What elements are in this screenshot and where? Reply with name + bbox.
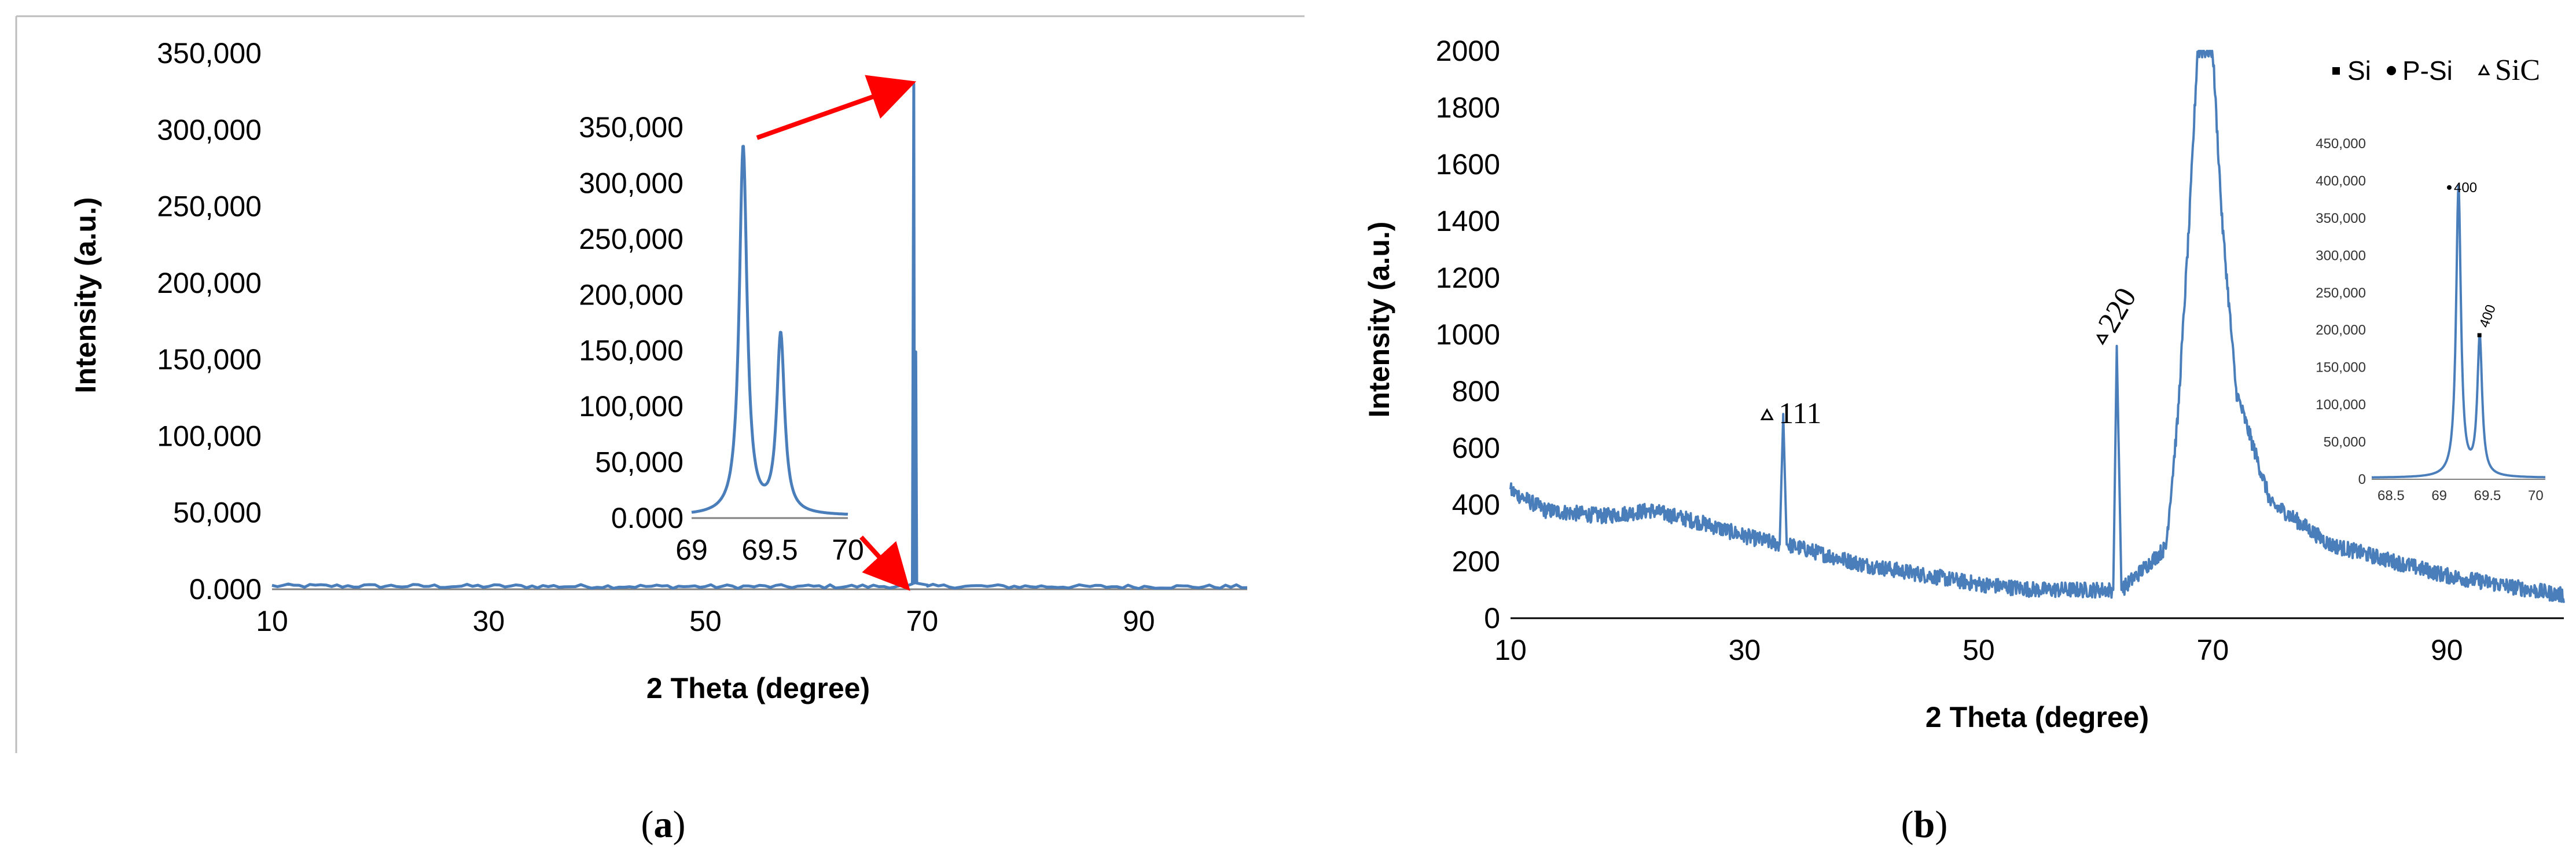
panel-a-frame <box>15 15 1304 753</box>
panel-a-inset-y-tick-label: 250,000 <box>579 223 683 255</box>
panel-a-x-tick-label: 90 <box>1123 605 1155 637</box>
panel-b-inset-y-tick-label: 400,000 <box>2316 173 2366 189</box>
panel-b-inset-x-tick-label: 69 <box>2431 488 2447 504</box>
panel-b-inset-y-tick-label: 250,000 <box>2316 285 2366 301</box>
legend-square-marker <box>2332 67 2340 75</box>
panel-b: 0 200 400 600 800 1000 1200 1400 1600 1800 2000 10… <box>1363 35 2565 846</box>
panel-b-y-tick-label: 1000 <box>1436 318 1500 351</box>
panel-b-inset-x-tick-label: 70 <box>2528 488 2544 504</box>
panel-a-inset-y-ticks: 0.000 50,000 100,000 150,000 200,000 250,000 3… <box>579 111 683 534</box>
legend-triangle-marker <box>2478 64 2490 75</box>
panel-b-y-tick-label: 800 <box>1452 375 1500 408</box>
panel-b-y-tick-label: 400 <box>1452 489 1500 521</box>
panel-b-x-tick-label: 90 <box>2431 634 2463 666</box>
panel-b-inset-y-tick-label: 300,000 <box>2316 248 2366 263</box>
panel-b-annotation-111-marker <box>1760 408 1774 420</box>
panel-b-inset-x-ticks: 68.5 69 69.5 70 <box>2377 488 2544 504</box>
panel-b-y-ticks: 0 200 400 600 800 1000 1200 1400 1600 1800 2000 <box>1436 35 1500 634</box>
panel-a-x-tick-label: 50 <box>689 605 722 637</box>
panel-b-annotation-220: 220 <box>2092 282 2143 338</box>
panel-b-inset-y-tick-label: 450,000 <box>2316 136 2366 152</box>
panel-b-x-tick-label: 30 <box>1729 634 1761 666</box>
panel-b-x-ticks: 10 30 50 70 90 <box>1494 634 2463 666</box>
panel-b-annotation-220-group: 220 <box>2092 282 2143 346</box>
panel-a-inset-x-tick-label: 70 <box>832 534 864 566</box>
panel-b-x-axis-title: 2 Theta (degree) <box>1925 701 2149 733</box>
panel-b-y-tick-label: 600 <box>1452 432 1500 464</box>
panel-a-series-line <box>271 82 1248 590</box>
panel-b-label: (b) <box>1901 803 1948 846</box>
panel-b-x-tick-label: 70 <box>2197 634 2229 666</box>
panel-b-y-tick-label: 200 <box>1452 545 1500 578</box>
panel-a-inset-y-tick-label: 0.000 <box>611 502 683 534</box>
panel-b-peak-annotations: 111 220 <box>1760 282 2143 430</box>
panel-b-y-axis-title: Intensity (a.u.) <box>1363 222 1395 418</box>
panel-b-inset-peak1-marker <box>2447 185 2452 190</box>
panel-b-x-tick-label: 10 <box>1494 634 1527 666</box>
panel-b-y-tick-label: 2000 <box>1436 35 1500 67</box>
panel-a-x-tick-label: 10 <box>256 605 288 637</box>
panel-a-x-axis-title: 2 Theta (degree) <box>646 672 870 704</box>
panel-a-y-tick-label: 100,000 <box>157 420 262 452</box>
panel-a-y-axis-title: Intensity (a.u.) <box>69 197 102 394</box>
panel-a-zoom-arrow-lower <box>859 535 910 591</box>
legend-label: Si <box>2347 56 2371 86</box>
panel-a-label-letter: a <box>654 803 673 846</box>
panel-b-annotation-220-marker <box>2096 335 2109 346</box>
panel-b-y-tick-label: 0 <box>1484 602 1500 634</box>
panel-a-zoom-arrow-upper <box>756 75 917 140</box>
panel-b-legend: Si P-Si SiC <box>2332 54 2540 87</box>
legend-circle-marker <box>2387 66 2396 75</box>
panel-a-inset-y-tick-label: 350,000 <box>579 111 683 144</box>
panel-a-label: (a) <box>641 803 686 846</box>
panel-a-inset-y-tick-label: 200,000 <box>579 278 683 311</box>
panel-a-inset-x-tick-label: 69.5 <box>741 534 798 566</box>
panel-a-y-tick-label: 350,000 <box>157 37 262 69</box>
panel-b-inset-frame <box>2310 134 2553 486</box>
panel-b-inset-y-tick-label: 200,000 <box>2316 322 2366 338</box>
panel-b-inset-y-tick-label: 100,000 <box>2316 397 2366 413</box>
panel-a-inset-y-tick-label: 300,000 <box>579 167 683 199</box>
panel-b-inset-peak2-marker <box>2477 333 2482 337</box>
panel-a-inset-x-ticks: 69 69.5 70 <box>675 534 864 566</box>
panel-b-annotation-111: 111 <box>1778 397 1821 430</box>
panel-b-inset-y-tick-label: 0 <box>2358 472 2366 487</box>
panel-b-y-tick-label: 1600 <box>1436 148 1500 181</box>
panel-a-x-ticks: 10 30 50 70 90 <box>256 605 1155 637</box>
panel-b-series-line <box>1509 50 2565 603</box>
panel-a-y-tick-label: 0.000 <box>189 573 262 605</box>
panel-a-inset-y-tick-label: 100,000 <box>579 390 683 423</box>
panel-b-inset-series-line <box>2371 185 2546 479</box>
panel-a-inset-series-line <box>690 145 849 516</box>
panel-b-inset-x-tick-label: 68.5 <box>2377 488 2405 504</box>
panel-a: 0.000 50,000 100,000 150,000 200,000 250,000 3… <box>69 37 1248 846</box>
panel-a-inset-y-tick-label: 150,000 <box>579 335 683 367</box>
panel-b-inset-y-tick-label: 350,000 <box>2316 211 2366 226</box>
panel-a-y-tick-label: 50,000 <box>173 497 262 529</box>
panel-b-y-tick-label: 1400 <box>1436 205 1500 237</box>
panel-b-inset-y-tick-label: 50,000 <box>2324 435 2366 450</box>
panel-b-label-letter: b <box>1914 803 1935 846</box>
panel-b-inset-y-ticks: 0 50,000 100,000 150,000 200,000 250,000 300,0… <box>2316 136 2366 487</box>
legend-label: SiC <box>2495 54 2540 87</box>
panel-a-y-tick-label: 150,000 <box>157 343 262 376</box>
panel-b-inset-peak1-label: 400 <box>2454 180 2477 196</box>
panel-b-x-tick-label: 50 <box>1963 634 1995 666</box>
panel-b-y-tick-label: 1200 <box>1436 262 1500 294</box>
panel-a-inset-x-tick-label: 69 <box>675 534 708 566</box>
panel-a-y-tick-label: 250,000 <box>157 190 262 223</box>
panel-a-inset-y-tick-label: 50,000 <box>595 446 683 479</box>
panel-a-x-tick-label: 30 <box>473 605 505 637</box>
panel-a-y-ticks: 0.000 50,000 100,000 150,000 200,000 250,000 3… <box>157 37 262 605</box>
panel-b-inset-x-tick-label: 69.5 <box>2474 488 2501 504</box>
panel-a-y-tick-label: 200,000 <box>157 267 262 299</box>
panel-a-y-tick-label: 300,000 <box>157 113 262 146</box>
panel-b-inset-y-tick-label: 150,000 <box>2316 360 2366 376</box>
legend-label: P-Si <box>2402 56 2453 86</box>
panel-b-y-tick-label: 1800 <box>1436 91 1500 124</box>
panel-a-x-tick-label: 70 <box>906 605 939 637</box>
panel-a-inset: 0.000 50,000 100,000 150,000 200,000 250,000 3… <box>579 111 864 566</box>
panel-b-inset: 0 50,000 100,000 150,000 200,000 250,000 300,0… <box>2310 134 2553 504</box>
